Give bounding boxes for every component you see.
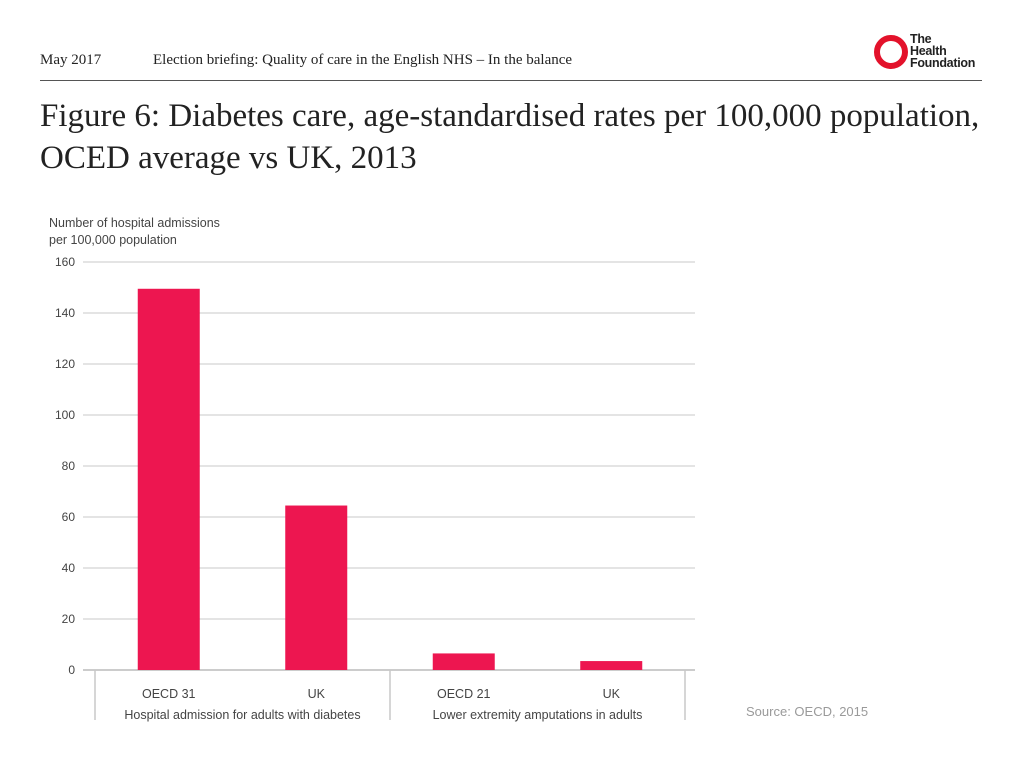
ring-icon: [874, 35, 908, 69]
y-tick-label: 40: [62, 561, 76, 575]
y-tick-label: 160: [55, 255, 75, 269]
y-axis-label-line: per 100,000 population: [49, 233, 177, 247]
group-label: Hospital admission for adults with diabe…: [124, 708, 360, 722]
x-tick-label: UK: [603, 687, 621, 701]
y-tick-label: 120: [55, 357, 75, 371]
y-tick-label: 80: [62, 459, 76, 473]
header-briefing-title: Election briefing: Quality of care in th…: [153, 52, 573, 68]
logo-wordmark: The Health Foundation: [910, 32, 976, 70]
logo-line-1: The: [910, 32, 932, 46]
header-divider: [40, 80, 982, 81]
bar: [285, 505, 348, 670]
header-date: May 2017: [40, 52, 102, 68]
y-tick-label: 100: [55, 408, 75, 422]
bar: [137, 288, 200, 670]
y-tick-label: 20: [62, 612, 76, 626]
y-tick-label: 60: [62, 510, 76, 524]
logo-line-3: Foundation: [910, 56, 976, 70]
source-note: Source: OECD, 2015: [746, 704, 869, 719]
x-tick-label: OECD 21: [437, 687, 491, 701]
group-label: Lower extremity amputations in adults: [433, 708, 643, 722]
logo-line-2: Health: [910, 44, 947, 58]
figure-title: Figure 6: Diabetes care, age-standardise…: [40, 98, 980, 176]
x-tick-label: UK: [308, 687, 326, 701]
x-tick-label: OECD 31: [142, 687, 196, 701]
bar: [580, 661, 643, 670]
health-foundation-logo: The Health Foundation: [874, 33, 986, 73]
y-axis-label-line: Number of hospital admissions: [49, 216, 220, 230]
y-tick-label: 140: [55, 306, 75, 320]
y-tick-label: 0: [68, 663, 75, 677]
bar: [432, 653, 495, 670]
